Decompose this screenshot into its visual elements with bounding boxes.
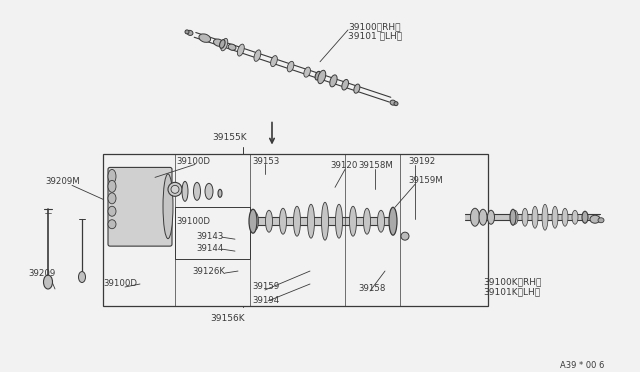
- Text: 39158: 39158: [358, 284, 385, 293]
- Ellipse shape: [552, 206, 558, 228]
- Ellipse shape: [266, 210, 273, 232]
- Text: 39100D: 39100D: [103, 279, 137, 288]
- Ellipse shape: [307, 204, 314, 238]
- Text: 39192: 39192: [408, 157, 435, 166]
- Ellipse shape: [294, 206, 301, 236]
- Ellipse shape: [479, 209, 487, 225]
- Text: 39126K: 39126K: [192, 267, 225, 276]
- Ellipse shape: [304, 67, 310, 77]
- Ellipse shape: [44, 275, 52, 289]
- Ellipse shape: [522, 208, 528, 226]
- Ellipse shape: [108, 220, 116, 229]
- Bar: [175, 207, 250, 259]
- Ellipse shape: [108, 193, 116, 204]
- Ellipse shape: [79, 272, 86, 282]
- Ellipse shape: [349, 206, 356, 236]
- Ellipse shape: [193, 182, 200, 200]
- Ellipse shape: [590, 215, 600, 223]
- Text: 39209: 39209: [28, 269, 55, 278]
- Ellipse shape: [510, 209, 516, 225]
- Text: 39144: 39144: [196, 244, 223, 253]
- Ellipse shape: [220, 40, 225, 48]
- Text: 39194: 39194: [252, 296, 279, 305]
- Ellipse shape: [335, 204, 342, 238]
- Ellipse shape: [572, 210, 578, 224]
- Ellipse shape: [598, 218, 604, 223]
- Bar: [465, 214, 600, 220]
- Ellipse shape: [221, 38, 228, 51]
- Ellipse shape: [249, 209, 257, 233]
- Ellipse shape: [199, 34, 211, 42]
- Text: 39158M: 39158M: [358, 161, 393, 170]
- Ellipse shape: [394, 102, 398, 106]
- Text: 39159: 39159: [252, 282, 279, 291]
- Ellipse shape: [168, 182, 182, 196]
- Ellipse shape: [187, 31, 193, 35]
- Text: 39159M: 39159M: [408, 176, 443, 185]
- Text: 39101 〈LH〉: 39101 〈LH〉: [348, 31, 402, 40]
- FancyBboxPatch shape: [108, 167, 172, 246]
- Ellipse shape: [182, 182, 188, 201]
- Text: 39100D: 39100D: [176, 157, 210, 166]
- Ellipse shape: [532, 206, 538, 228]
- Ellipse shape: [488, 210, 495, 224]
- Ellipse shape: [582, 211, 588, 223]
- Text: 39100D: 39100D: [176, 217, 210, 226]
- Ellipse shape: [470, 208, 479, 226]
- Ellipse shape: [330, 75, 337, 87]
- Ellipse shape: [271, 55, 277, 67]
- Ellipse shape: [287, 61, 294, 72]
- Ellipse shape: [254, 50, 261, 61]
- Ellipse shape: [163, 174, 173, 239]
- Ellipse shape: [378, 210, 385, 232]
- Ellipse shape: [389, 207, 397, 235]
- Text: 39100〈RH〉: 39100〈RH〉: [348, 22, 401, 31]
- Ellipse shape: [185, 30, 189, 34]
- Text: 39143: 39143: [196, 232, 223, 241]
- Ellipse shape: [252, 212, 259, 230]
- Ellipse shape: [218, 189, 222, 197]
- Ellipse shape: [205, 183, 213, 199]
- Text: A39 * 00 6: A39 * 00 6: [560, 361, 604, 370]
- Ellipse shape: [562, 208, 568, 226]
- Ellipse shape: [390, 100, 396, 105]
- Ellipse shape: [364, 208, 371, 234]
- Text: 39156K: 39156K: [210, 314, 244, 323]
- Ellipse shape: [280, 208, 287, 234]
- Ellipse shape: [214, 39, 223, 46]
- Ellipse shape: [321, 202, 328, 240]
- Bar: [250, 217, 395, 225]
- Ellipse shape: [228, 44, 236, 50]
- Text: 39155K: 39155K: [212, 132, 246, 141]
- Ellipse shape: [542, 204, 548, 230]
- Text: 39120: 39120: [330, 161, 357, 170]
- Ellipse shape: [512, 210, 518, 224]
- Text: 39100K〈RH〉: 39100K〈RH〉: [483, 277, 541, 286]
- Ellipse shape: [237, 44, 244, 56]
- Ellipse shape: [108, 206, 116, 216]
- Ellipse shape: [354, 84, 360, 93]
- Text: 39209M: 39209M: [45, 177, 80, 186]
- Ellipse shape: [317, 70, 326, 84]
- Ellipse shape: [342, 80, 349, 90]
- Ellipse shape: [108, 180, 116, 192]
- Text: 39101K〈LH〉: 39101K〈LH〉: [483, 287, 540, 296]
- Ellipse shape: [108, 169, 116, 183]
- Ellipse shape: [315, 71, 321, 80]
- Bar: [103, 154, 488, 306]
- Ellipse shape: [171, 185, 179, 193]
- Ellipse shape: [401, 232, 409, 240]
- Text: 39153: 39153: [252, 157, 280, 166]
